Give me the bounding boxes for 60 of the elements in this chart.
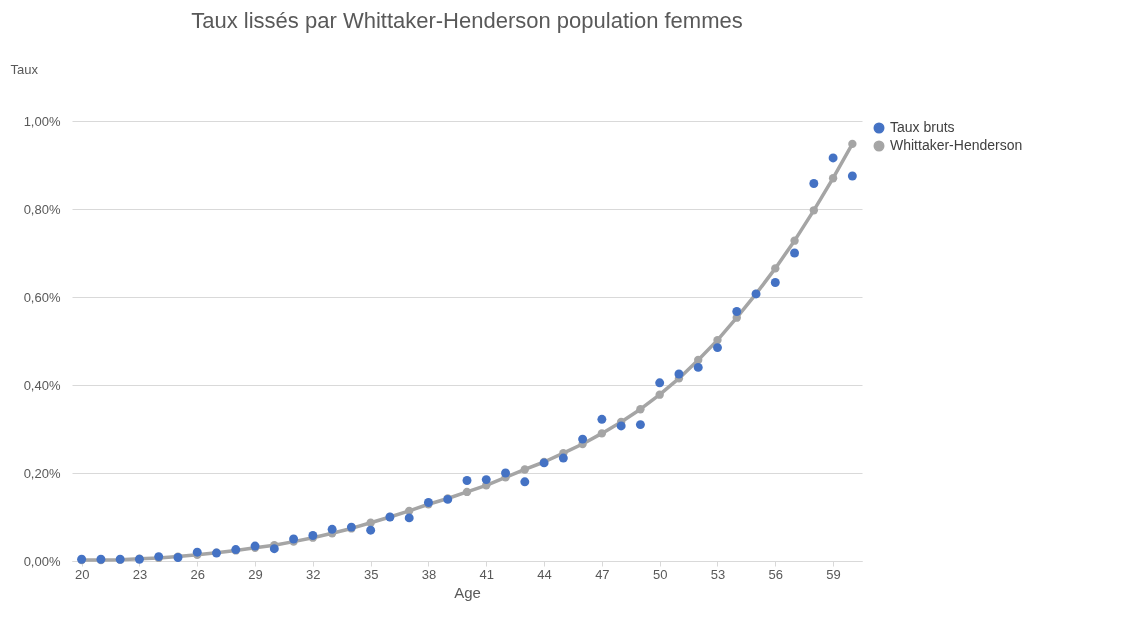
x-tick-label: 32 — [306, 566, 321, 582]
point — [713, 335, 722, 345]
y-tick-label: 0,80% — [23, 201, 61, 217]
legend-label: Whittaker-Henderson — [890, 137, 1023, 153]
point — [597, 414, 607, 424]
point — [481, 475, 491, 485]
legend-label: Taux bruts — [890, 119, 955, 135]
x-tick-label: 41 — [479, 566, 494, 582]
point — [847, 171, 857, 181]
x-axis-title: Age — [454, 583, 481, 601]
x-tick-label: 38 — [421, 566, 437, 582]
point — [404, 513, 414, 523]
point — [636, 405, 645, 414]
x-tick-label: 56 — [768, 566, 784, 582]
point — [655, 378, 665, 388]
point — [694, 355, 703, 365]
y-tick-label: 0,00% — [23, 553, 61, 569]
point — [809, 206, 819, 215]
point — [520, 477, 530, 487]
x-tick-label: 59 — [826, 566, 841, 582]
point — [462, 487, 472, 497]
point — [578, 434, 588, 444]
point — [655, 390, 664, 399]
y-axis-title: Taux — [10, 61, 39, 77]
point — [790, 248, 800, 258]
x-tick-label: 50 — [652, 566, 668, 582]
y-tick-label: 0,20% — [23, 465, 61, 481]
point — [828, 174, 838, 183]
point — [770, 278, 780, 287]
point — [366, 525, 376, 535]
point — [327, 524, 337, 534]
point — [848, 139, 857, 149]
point — [558, 453, 568, 463]
x-tick-label: 35 — [363, 566, 379, 582]
x-tick-label: 20 — [74, 566, 90, 582]
point — [809, 179, 819, 188]
y-tick-label: 1,00% — [23, 113, 61, 129]
y-tick-label: 0,60% — [23, 289, 61, 305]
point — [713, 343, 722, 353]
y-tick-label: 0,40% — [23, 377, 61, 393]
point — [501, 468, 511, 478]
point — [616, 421, 626, 431]
point — [732, 307, 742, 316]
x-tick-label: 29 — [248, 566, 263, 582]
point — [520, 465, 529, 474]
point — [635, 420, 645, 430]
point — [597, 429, 607, 438]
x-tick-label: 44 — [537, 566, 552, 582]
point — [269, 544, 279, 554]
x-tick-label: 23 — [132, 566, 148, 582]
point — [674, 369, 684, 379]
x-tick-label: 47 — [595, 566, 610, 582]
point — [771, 264, 780, 273]
x-tick-label: 26 — [190, 566, 205, 582]
chart-title: Taux lissés par Whittaker-Henderson population femmes — [191, 8, 743, 33]
point — [462, 476, 472, 485]
point — [828, 153, 838, 163]
point — [693, 362, 703, 372]
point — [790, 236, 799, 245]
x-tick-label: 53 — [710, 566, 726, 582]
